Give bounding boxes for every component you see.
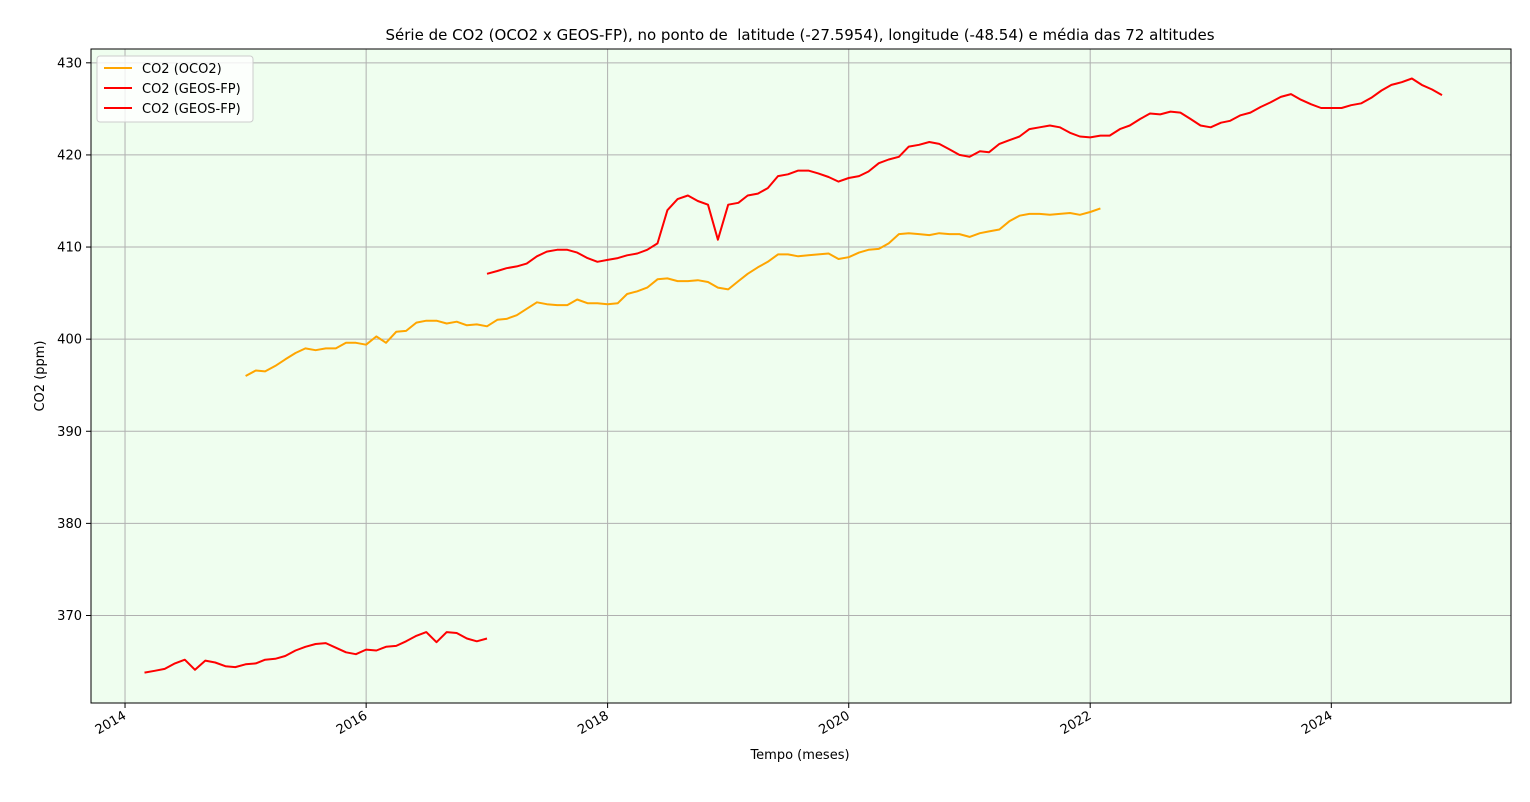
legend-label-geos-fp-2: CO2 (GEOS-FP): [142, 102, 241, 117]
series-line-3: [486, 77, 1443, 275]
y-tick-label: 420: [57, 148, 82, 163]
x-axis-title: Tempo (meses): [749, 748, 849, 763]
series-line-2: [144, 631, 488, 674]
y-axis-ticks: 370 380 390 400 410 420 430: [57, 56, 91, 624]
y-tick-label: 390: [57, 425, 82, 440]
grid: [91, 49, 1511, 703]
y-axis-title: CO2 (ppm): [33, 340, 48, 411]
y-tick-label: 410: [57, 241, 82, 256]
legend: CO2 (OCO2) CO2 (GEOS-FP) CO2 (GEOS-FP): [96, 55, 254, 123]
y-tick-label: 380: [57, 517, 82, 532]
legend-label-geos-fp-1: CO2 (GEOS-FP): [142, 82, 241, 97]
plot-area: [91, 49, 1511, 703]
series-line-1: [245, 207, 1101, 377]
plot-frame: [90, 48, 1512, 704]
legend-label-oco2: CO2 (OCO2): [142, 62, 222, 77]
y-tick-label: 430: [57, 56, 82, 71]
chart-title: Série de CO2 (OCO2 x GEOS-FP), no ponto …: [385, 26, 1214, 44]
series-lines: [144, 77, 1443, 674]
y-tick-label: 370: [57, 609, 82, 624]
legend-box: [96, 55, 254, 123]
y-tick-label: 400: [57, 333, 82, 348]
